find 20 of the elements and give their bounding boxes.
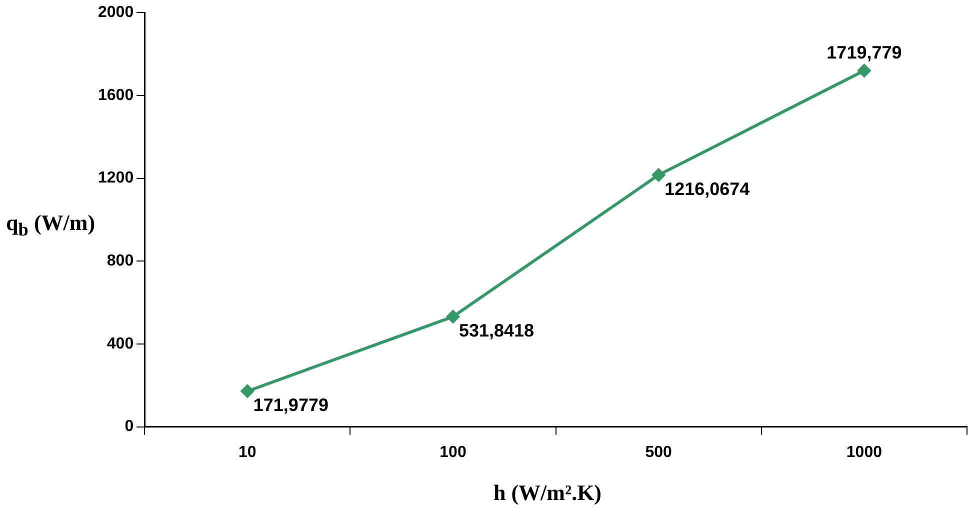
point — [652, 168, 666, 182]
text: 171,9779 — [253, 395, 328, 416]
y-tick-label: 2000 — [98, 4, 134, 22]
x-tick-label: 100 — [440, 444, 466, 461]
y-tick-label: 0 — [124, 418, 134, 436]
text: 1216,0674 — [664, 178, 750, 199]
point — [240, 384, 254, 398]
x-tick-label: 1000 — [846, 444, 882, 461]
y-axis-title: q$_{b}$ (W/m) — [6, 210, 96, 240]
x-axis-title: h (W/m².K) — [492, 480, 603, 506]
point — [858, 64, 871, 78]
y-tick-label: 400 — [106, 335, 134, 352]
y-tick-label: 1200 — [98, 170, 134, 187]
x-tick-label: 500 — [645, 444, 672, 461]
point — [446, 310, 460, 324]
y-tick-label: 800 — [106, 252, 134, 270]
y-tick-label: 1600 — [98, 86, 134, 104]
text: 1719,779 — [826, 42, 902, 63]
text: 531,8418 — [458, 320, 534, 341]
x-tick-label: 10 — [238, 444, 256, 461]
